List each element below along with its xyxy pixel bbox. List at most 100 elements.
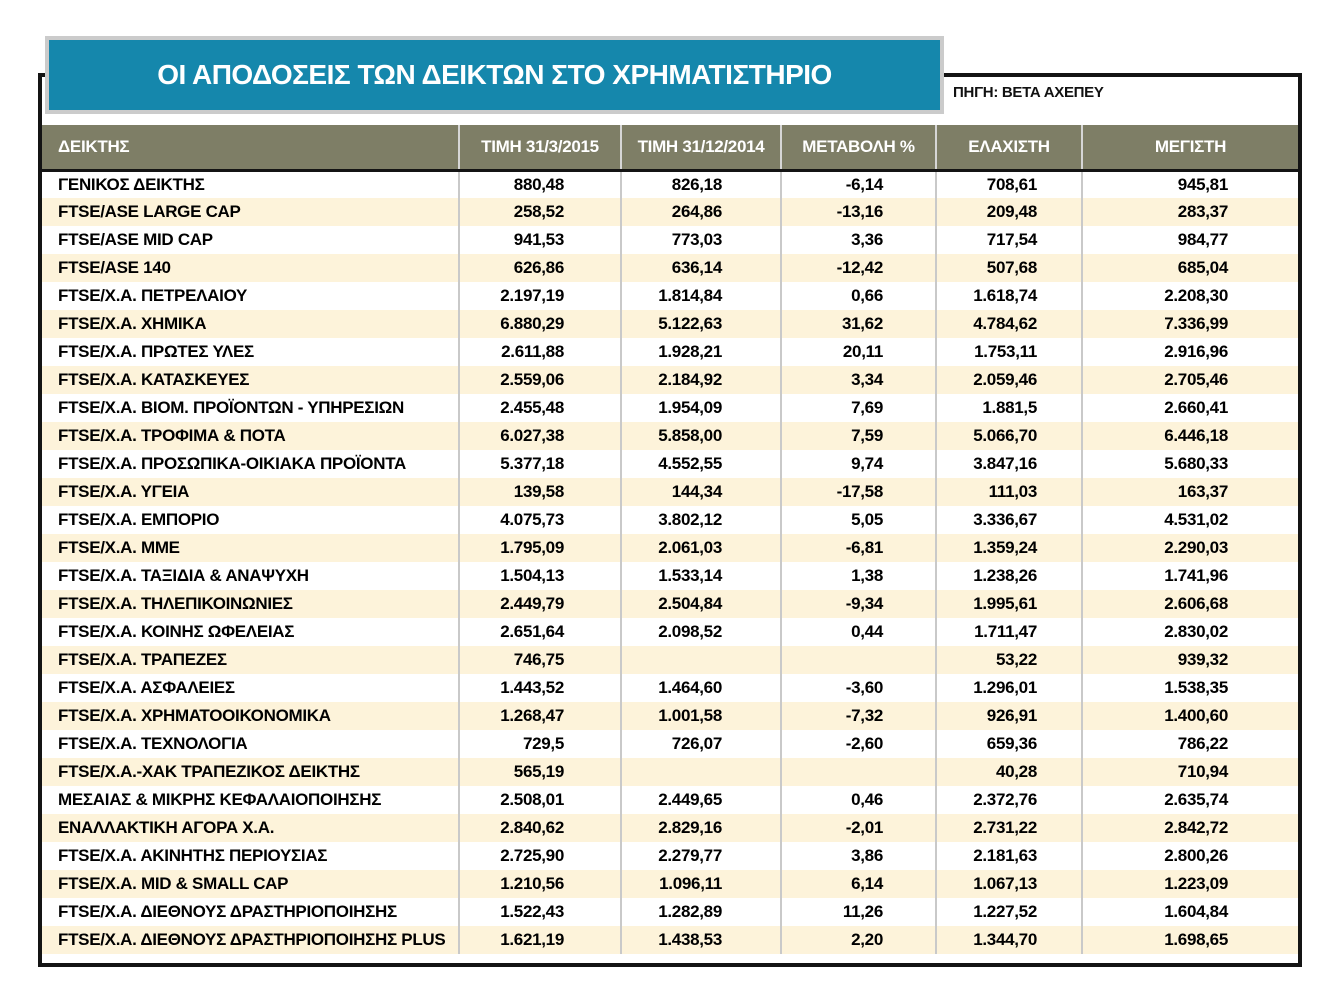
cell-index-name: FTSE/Χ.Α. ΠΡΟΣΩΠΙΚΑ-ΟΙΚΙΑΚΑ ΠΡΟΪΟΝΤΑ: [58, 454, 407, 473]
cell-value: 945,81: [1081, 170, 1298, 198]
cell-value: 258,52: [458, 198, 621, 226]
cell-value: 2.559,06: [458, 366, 621, 394]
cell-value: 826,18: [620, 170, 781, 198]
table-row: FTSE/ASE MID CAP 941,53 773,03 3,36 717,54 98…: [42, 226, 1298, 254]
cell-value: 2.449,79: [458, 590, 621, 618]
table-row: ΓΕΝΙΚΟΣ ΔΕΙΚΤΗΣ 880,48 826,18 -6,14 708,61 94…: [42, 170, 1298, 198]
cell-value: 880,48: [458, 170, 621, 198]
cell-value: 2.660,41: [1081, 394, 1298, 422]
cell-value: 6.446,18: [1081, 422, 1298, 450]
cell-value: 11,26: [780, 898, 936, 926]
cell-index-name: FTSE/Χ.Α. ΤΕΧΝΟΛΟΓΙΑ: [58, 734, 248, 753]
cell-index-name: ΕΝΑΛΛΑΚΤΙΚΗ ΑΓΟΡΑ Χ.Α.: [42, 814, 459, 842]
cell-value: -13,16: [780, 198, 936, 226]
cell-value: 1.438,53: [620, 926, 781, 954]
cell-value: 726,07: [620, 730, 781, 758]
cell-value: 1.504,13: [458, 562, 621, 590]
cell-index-name: FTSE/Χ.Α. ΔΙΕΘΝΟΥΣ ΔΡΑΣΤΗΡΙΟΠΟΙΗΣΗΣ: [58, 902, 397, 921]
cell-value: 2.829,16: [620, 814, 781, 842]
table-row: FTSE/Χ.Α. ΧΗΜΙΚΑ 6.880,29 5.122,63 31,62 4.7…: [42, 310, 1298, 338]
cell-index-name: FTSE/Χ.Α. ΥΓΕΙΑ: [42, 478, 459, 506]
cell-value: 31,62: [780, 310, 936, 338]
cell-value: 710,94: [1081, 758, 1298, 786]
cell-value: 926,91: [935, 702, 1082, 730]
cell-index-name: FTSE/ASE MID CAP: [58, 230, 213, 249]
table-row: FTSE/Χ.Α. ΔΙΕΘΝΟΥΣ ΔΡΑΣΤΗΡΙΟΠΟΙΗΣΗΣ PLUS…: [42, 926, 1298, 954]
cell-value: 40,28: [935, 758, 1082, 786]
cell-value: 2.842,72: [1081, 814, 1298, 842]
cell-value: 2.606,68: [1081, 590, 1298, 618]
cell-value: -2,60: [780, 730, 936, 758]
cell-value: 1.538,35: [1081, 674, 1298, 702]
cell-value: 2.916,96: [1081, 338, 1298, 366]
table-row: FTSE/Χ.Α. ΔΙΕΘΝΟΥΣ ΔΡΑΣΤΗΡΙΟΠΟΙΗΣΗΣ 1.522…: [42, 898, 1298, 926]
cell-value: 1.533,14: [620, 562, 781, 590]
cell-value: 1.621,19: [458, 926, 621, 954]
cell-value: -6,81: [780, 534, 936, 562]
cell-index-name: FTSE/Χ.Α. ΚΑΤΑΣΚΕΥΕΣ: [42, 366, 459, 394]
table-row: FTSE/Χ.Α. ΚΑΤΑΣΚΕΥΕΣ 2.559,06 2.184,92 3,34…: [42, 366, 1298, 394]
table-wrap: ΔΕΙΚΤΗΣ ΤΙΜΗ 31/3/2015 ΤΙΜΗ 31/12/2014 ΜΕΤΑ…: [42, 125, 1298, 954]
cell-index-name: FTSE/Χ.Α. ΤΡΟΦΙΜΑ & ΠΟΤΑ: [42, 422, 459, 450]
cell-value: 2.725,90: [458, 842, 621, 870]
table-row: ΜΕΣΑΙΑΣ & ΜΙΚΡΗΣ ΚΕΦΑΛΑΙΟΠΟΙΗΣΗΣ 2.508,01…: [42, 786, 1298, 814]
cell-index-name: FTSE/Χ.Α. ΑΚΙΝΗΤΗΣ ΠΕΡΙΟΥΣΙΑΣ: [58, 846, 328, 865]
cell-index-name: FTSE/Χ.Α. ΧΡΗΜΑΤΟΟΙΚΟΝΟΜΙΚΑ: [42, 702, 459, 730]
cell-value: 1.344,70: [935, 926, 1082, 954]
cell-value: 7.336,99: [1081, 310, 1298, 338]
cell-value: 626,86: [458, 254, 621, 282]
cell-value: 1.881,5: [935, 394, 1082, 422]
table-row: FTSE/Χ.Α. ΥΓΕΙΑ 139,58 144,34 -17,58 111,03 1…: [42, 478, 1298, 506]
cell-index-name: FTSE/Χ.Α. ΤΗΛΕΠΙΚΟΙΝΩΝΙΕΣ: [42, 590, 459, 618]
cell-index-name: FTSE/Χ.Α.-ΧΑΚ ΤΡΑΠΕΖΙΚΟΣ ΔΕΙΚΤΗΣ: [42, 758, 459, 786]
cell-value: 163,37: [1081, 478, 1298, 506]
cell-index-name: FTSE/ASE 140: [42, 254, 459, 282]
cell-index-name: ΓΕΝΙΚΟΣ ΔΕΙΚΤΗΣ: [58, 174, 205, 194]
cell-index-name: FTSE/Χ.Α. MID & SMALL CAP: [42, 870, 459, 898]
cell-value: 1.400,60: [1081, 702, 1298, 730]
cell-value: 941,53: [458, 226, 621, 254]
cell-value: 565,19: [458, 758, 621, 786]
column-header: ΤΙΜΗ 31/12/2014: [620, 125, 781, 172]
cell-value: 264,86: [620, 198, 781, 226]
cell-value: 2.197,19: [458, 282, 621, 310]
table-row: FTSE/Χ.Α. ΠΡΩΤΕΣ ΥΛΕΣ 2.611,88 1.928,21 20,…: [42, 338, 1298, 366]
cell-value: 1.096,11: [620, 870, 781, 898]
cell-value: 5.858,00: [620, 422, 781, 450]
cell-value: [780, 646, 936, 674]
cell-value: 4.531,02: [1081, 506, 1298, 534]
cell-value: 2.061,03: [620, 534, 781, 562]
cell-value: 283,37: [1081, 198, 1298, 226]
table-row: FTSE/Χ.Α. ΤΕΧΝΟΛΟΓΙΑ 729,5 726,07 -2,60 659,…: [42, 730, 1298, 758]
cell-value: 4.784,62: [935, 310, 1082, 338]
cell-value: 685,04: [1081, 254, 1298, 282]
cell-value: 1.995,61: [935, 590, 1082, 618]
cell-value: 1.753,11: [935, 338, 1082, 366]
table-row: FTSE/Χ.Α. MID & SMALL CAP 1.210,56 1.096,1…: [42, 870, 1298, 898]
cell-index-name: FTSE/Χ.Α. ΒΙΟΜ. ΠΡΟΪΟΝΤΩΝ - ΥΠΗΡΕΣΙΩΝ: [58, 398, 404, 417]
cell-value: 3,86: [780, 842, 936, 870]
cell-index-name: FTSE/Χ.Α. ΕΜΠΟΡΙΟ: [58, 510, 220, 529]
cell-index-name: FTSE/Χ.Α. ΧΗΜΙΚΑ: [42, 310, 459, 338]
cell-value: 7,69: [780, 394, 936, 422]
cell-value: -17,58: [780, 478, 936, 506]
cell-value: 746,75: [458, 646, 621, 674]
cell-value: -9,34: [780, 590, 936, 618]
table-row: FTSE/Χ.Α. ΤΡΑΠΕΖΕΣ 746,75 53,22 939,32: [42, 646, 1298, 674]
cell-value: 1.227,52: [935, 898, 1082, 926]
cell-value: 2.651,64: [458, 618, 621, 646]
cell-value: [620, 646, 781, 674]
cell-index-name: FTSE/Χ.Α. ΠΕΤΡΕΛΑΙΟΥ: [58, 286, 248, 305]
page-title: ΟΙ ΑΠΟΔΟΣΕΙΣ ΤΩΝ ΔΕΙΚΤΩΝ ΣΤΟ ΧΡΗΜΑΤΙΣΤΗΡ…: [157, 59, 832, 90]
cell-value: 2.635,74: [1081, 786, 1298, 814]
cell-value: 2.098,52: [620, 618, 781, 646]
cell-value: 5.680,33: [1081, 450, 1298, 478]
column-header: ΔΕΙΚΤΗΣ: [42, 125, 459, 172]
table-row: FTSE/Χ.Α. ΑΚΙΝΗΤΗΣ ΠΕΡΙΟΥΣΙΑΣ 2.725,90 2.2…: [42, 842, 1298, 870]
cell-index-name: ΜΕΣΑΙΑΣ & ΜΙΚΡΗΣ ΚΕΦΑΛΑΙΟΠΟΙΗΣΗΣ: [58, 790, 382, 809]
cell-value: 2.208,30: [1081, 282, 1298, 310]
cell-value: 2.290,03: [1081, 534, 1298, 562]
cell-value: 3,36: [780, 226, 936, 254]
cell-value: 7,59: [780, 422, 936, 450]
cell-value: 1.001,58: [620, 702, 781, 730]
